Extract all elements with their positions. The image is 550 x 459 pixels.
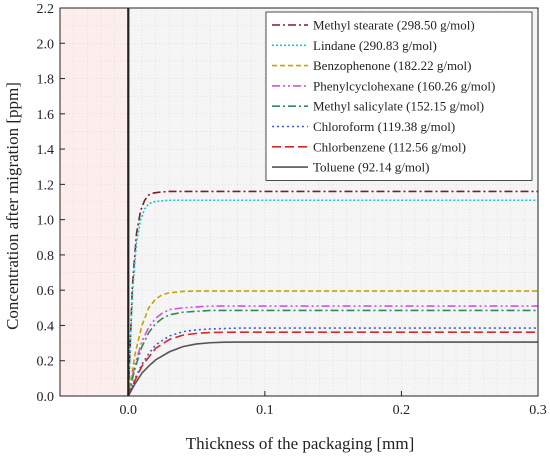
- legend-entry: Phenylcyclohexane (160.26 g/mol): [313, 78, 495, 93]
- series-line-0: [127, 190, 538, 397]
- legend-entry: Chlorbenzene (112.56 g/mol): [313, 139, 466, 154]
- axes: [59, 7, 539, 397]
- x-tick-label: 0.0: [120, 403, 138, 418]
- y-axis-label: Concentration after migration [ppm]: [3, 82, 22, 330]
- x-tick-label: 0.2: [393, 403, 411, 418]
- series-line-2: [127, 290, 538, 397]
- y-tick-label: 1.2: [37, 178, 55, 193]
- series-line-6: [127, 331, 538, 397]
- legend-entry: Lindane (290.83 g/mol): [313, 38, 437, 53]
- x-tick-label: 0.3: [529, 403, 547, 418]
- x-axis-label: Thickness of the packaging [mm]: [186, 434, 415, 453]
- y-tick-label: 2.0: [37, 37, 55, 52]
- y-tick-label: 0.6: [37, 284, 55, 299]
- legend-entry: Toluene (92.14 g/mol): [313, 160, 429, 175]
- y-tick-label: 2.2: [37, 2, 55, 17]
- legend-entry: Benzophenone (182.22 g/mol): [313, 58, 472, 73]
- series-lines: [127, 190, 538, 397]
- plot-frame: [59, 7, 539, 397]
- y-tick-label: 0.8: [37, 249, 55, 264]
- shaded-region: [60, 8, 129, 396]
- series-line-7: [127, 341, 538, 397]
- legend-box: [265, 11, 533, 181]
- legend-entry: Methyl salicylate (152.15 g/mol): [313, 99, 484, 114]
- series-line-5: [127, 327, 538, 397]
- y-tick-label: 0.0: [37, 390, 55, 405]
- series-line-3: [127, 305, 538, 397]
- series-line-1: [127, 199, 538, 397]
- x-tick-label: 0.1: [256, 403, 274, 418]
- y-tick-label: 1.0: [37, 214, 55, 229]
- legend: Methyl stearate (298.50 g/mol) Lindane (2…: [265, 11, 533, 181]
- series-line-4: [127, 309, 538, 397]
- y-tick-label: 1.6: [37, 108, 55, 123]
- y-tick-label: 0.2: [37, 355, 55, 370]
- legend-entry: Methyl stearate (298.50 g/mol): [313, 18, 475, 33]
- legend-entry: Chloroform (119.38 g/mol): [313, 119, 455, 134]
- y-tick-label: 1.4: [37, 143, 55, 158]
- y-tick-label: 0.4: [37, 319, 55, 334]
- tick-labels: 0.0 0.1 0.2 0.3 0.0 0.2 0.4 0.6 0.8 1.0 1.2 1.4 1.6 1…: [37, 2, 547, 418]
- y-tick-label: 1.8: [37, 73, 55, 88]
